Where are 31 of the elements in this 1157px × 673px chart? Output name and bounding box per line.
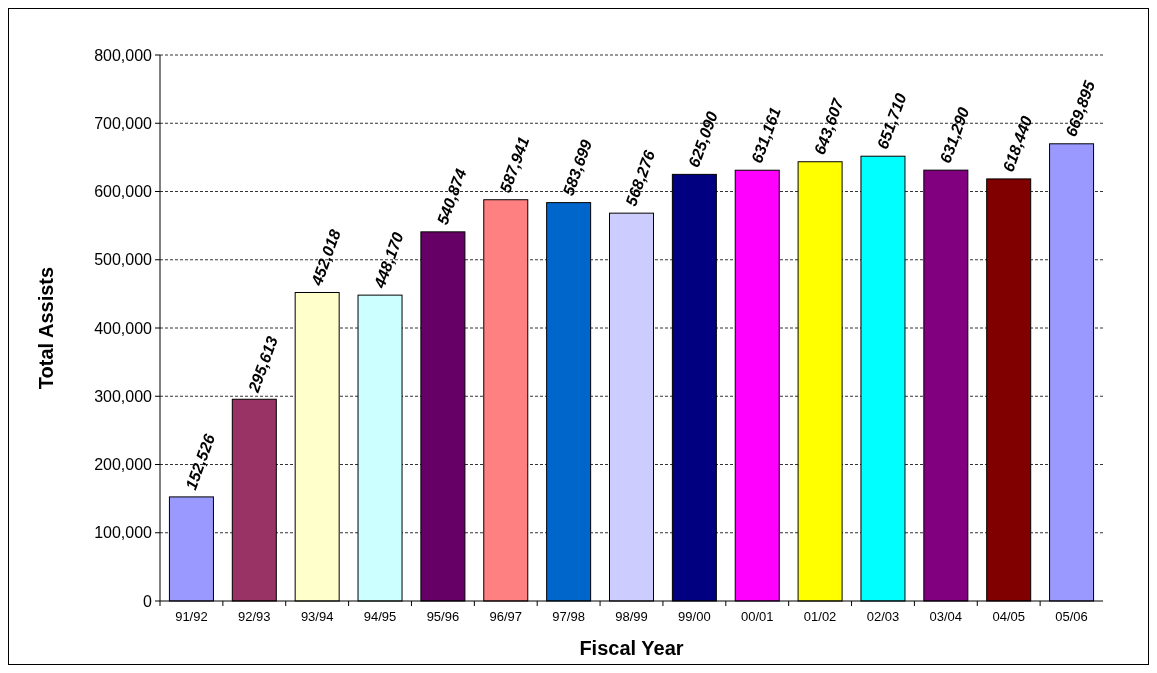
x-tick-label: 96/97 [489, 609, 523, 624]
y-tick-label: 0 [143, 592, 153, 610]
y-tick-label: 500,000 [94, 251, 153, 269]
x-tick-label: 94/95 [363, 609, 397, 624]
y-tick-label: 300,000 [94, 387, 153, 405]
data-label: 618,440 [999, 113, 1036, 174]
x-tick-label: 00/01 [740, 609, 774, 624]
x-tick-label: 03/04 [929, 609, 963, 624]
data-label: 643,607 [810, 95, 848, 157]
data-label: 152,526 [182, 431, 219, 492]
x-tick-label: 91/92 [175, 609, 208, 624]
data-label: 631,290 [936, 104, 973, 166]
y-tick-label: 600,000 [94, 183, 153, 201]
x-tick-label: 93/94 [300, 609, 334, 624]
x-tick-label: 95/96 [426, 609, 460, 624]
x-tick-label: 05/06 [1055, 609, 1088, 624]
x-tick-label: 01/02 [803, 609, 837, 624]
x-tick-label: 98/99 [615, 609, 648, 624]
x-tick-label: 99/00 [678, 609, 711, 624]
y-tick-label: 200,000 [94, 456, 153, 474]
y-tick-label: 800,000 [94, 46, 153, 64]
y-tick-label: 400,000 [94, 319, 153, 337]
data-label: 452,018 [307, 227, 344, 289]
y-tick-label: 100,000 [94, 524, 153, 542]
x-tick-label: 97/98 [552, 609, 585, 624]
y-axis-title: Total Assists [35, 266, 57, 390]
y-tick-label: 700,000 [94, 114, 153, 132]
x-tick-label: 92/93 [238, 609, 271, 624]
x-tick-label: 02/03 [866, 609, 900, 624]
x-tick-label: 04/05 [992, 609, 1025, 624]
x-axis-title: Fiscal Year [579, 637, 684, 659]
